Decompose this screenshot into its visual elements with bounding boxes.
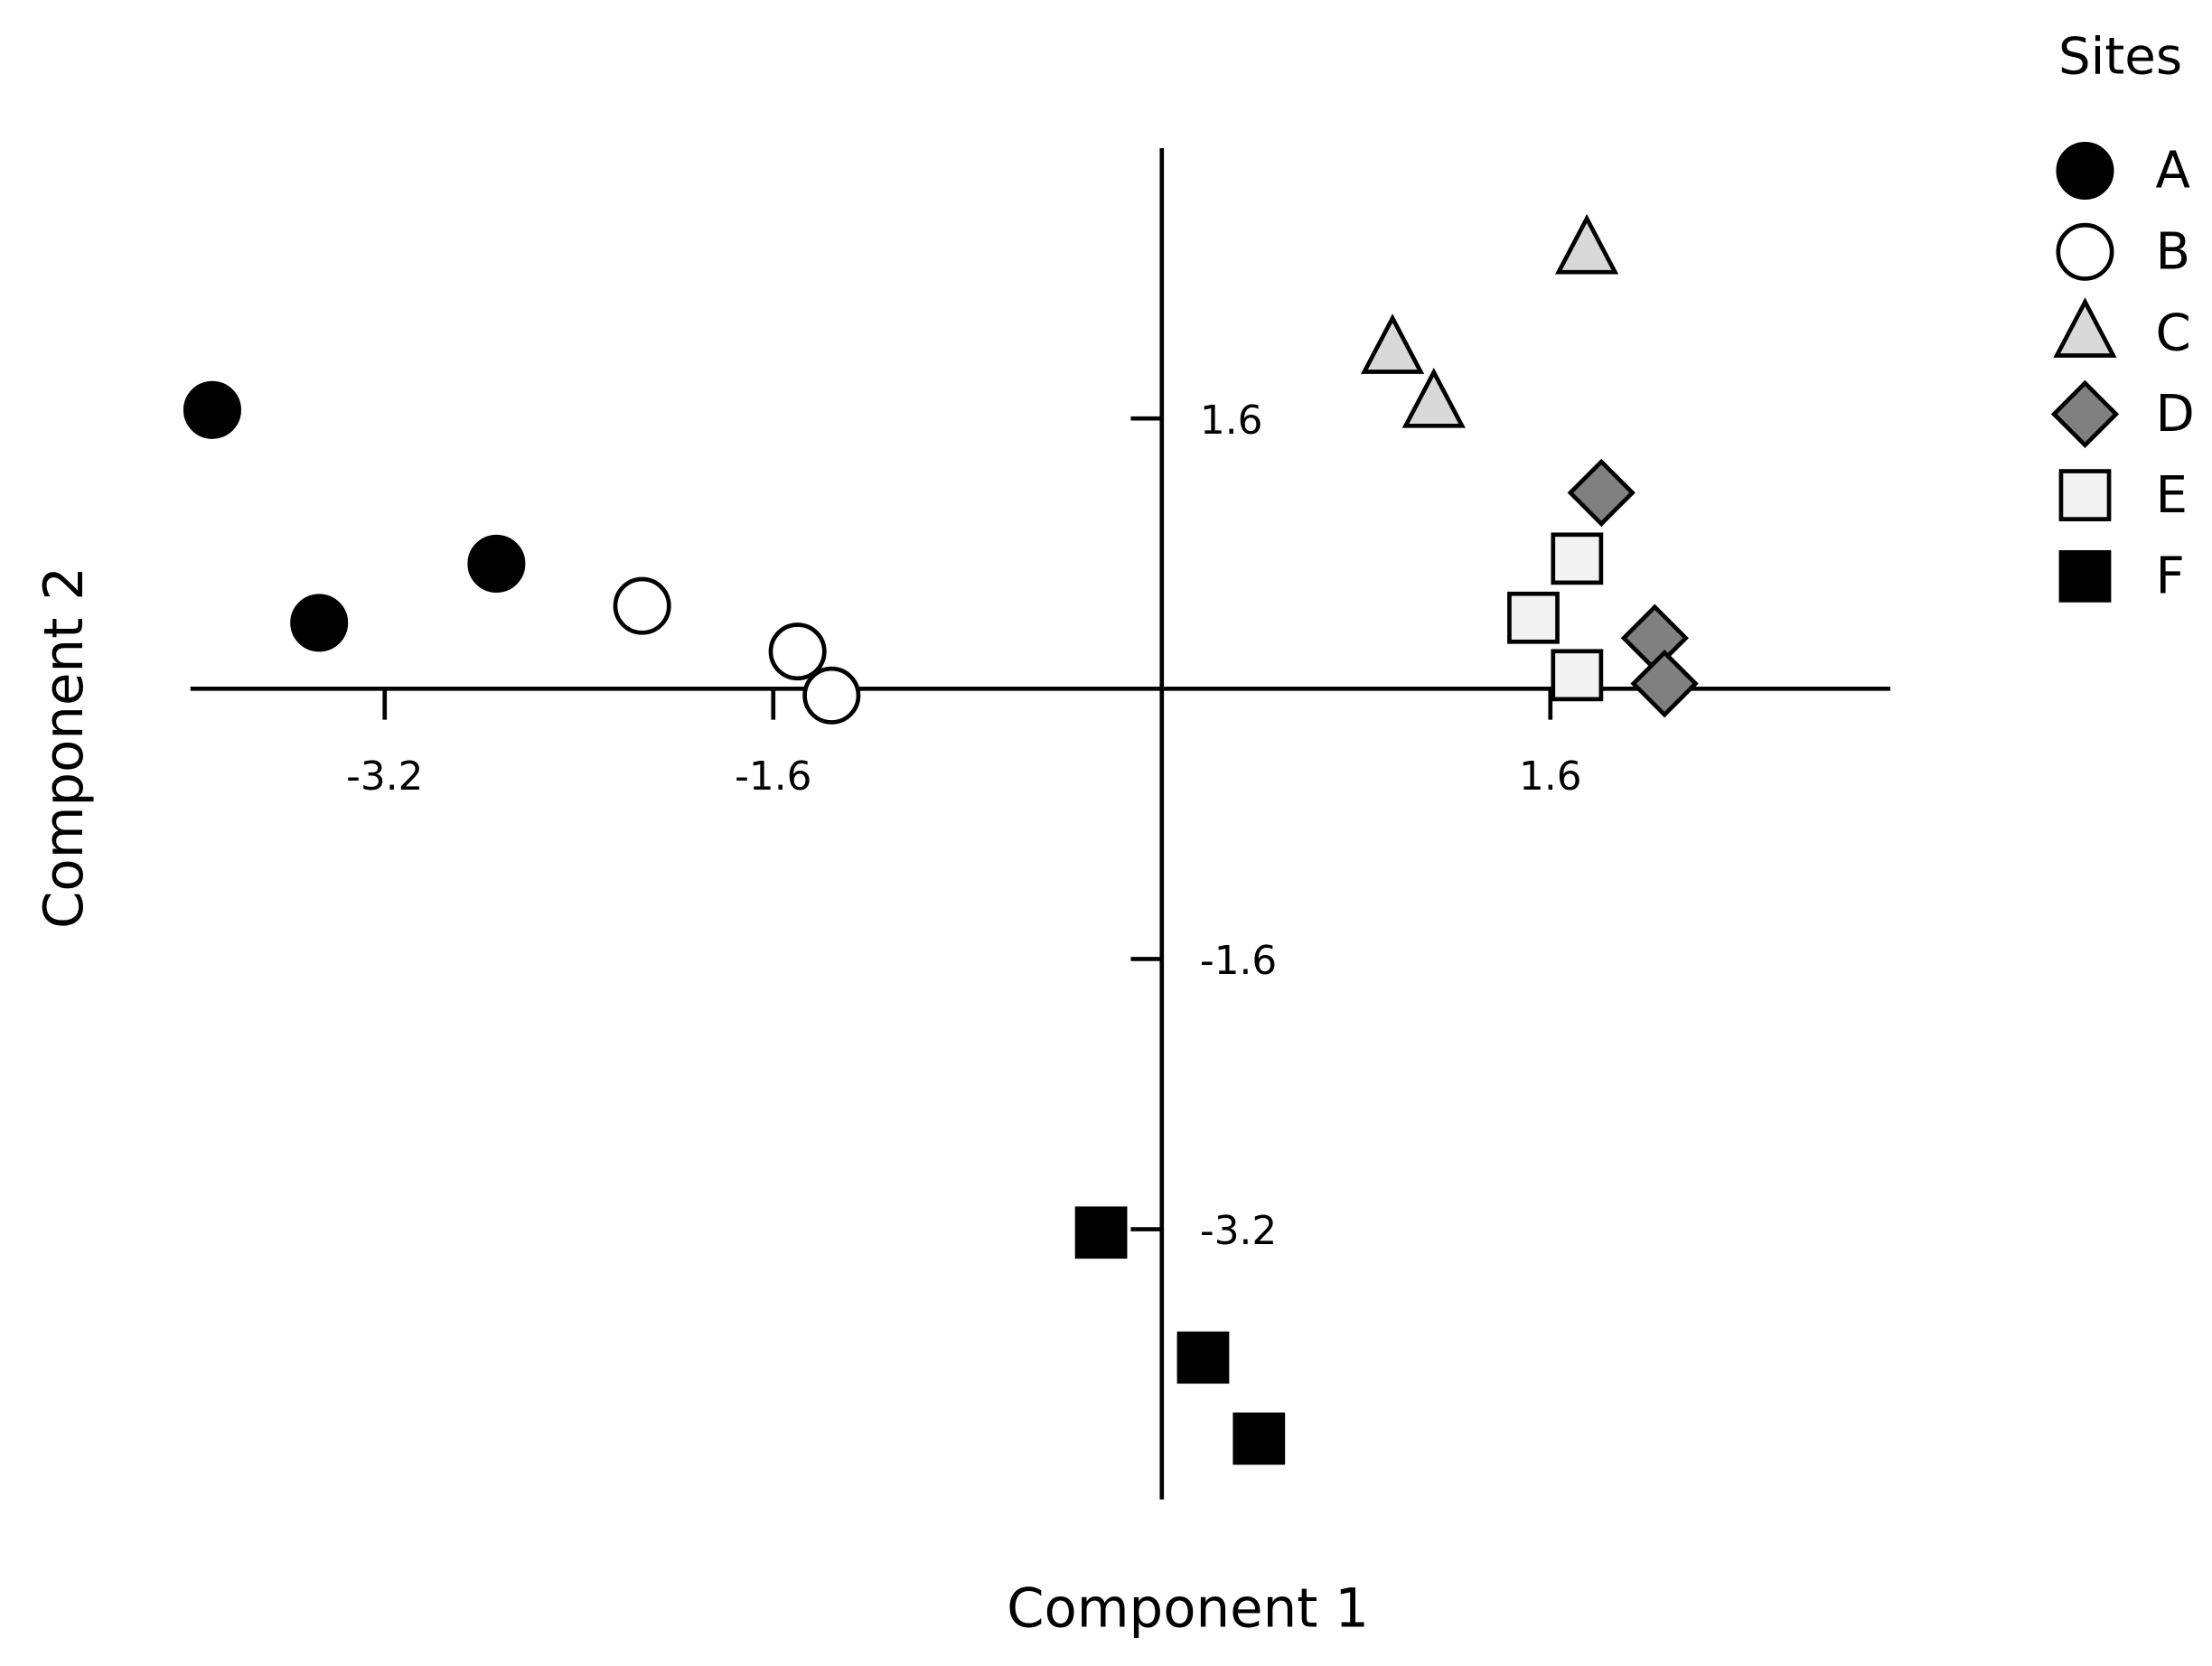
point — [467, 534, 526, 593]
point — [1074, 1206, 1128, 1259]
point — [1630, 650, 1699, 718]
legend-marker — [2058, 469, 2112, 521]
y-tick-label: 1.6 — [1200, 398, 1263, 444]
y-tick-label: -3.2 — [1200, 1208, 1277, 1254]
point — [802, 666, 861, 725]
legend-label: F — [2156, 548, 2185, 606]
point — [1554, 213, 1619, 275]
legend-marker — [2058, 549, 2112, 603]
legend-marker — [2056, 222, 2114, 281]
y-tick-label: -1.6 — [1200, 938, 1277, 984]
point — [1401, 367, 1466, 428]
legend-label: B — [2156, 223, 2191, 282]
point — [1507, 591, 1560, 644]
point — [1551, 532, 1604, 585]
y-axis-title: Component 2 — [33, 566, 95, 929]
legend-marker — [2056, 142, 2114, 201]
x-tick-label: 1.6 — [1519, 753, 1582, 800]
legend-label: D — [2156, 385, 2195, 444]
legend-marker — [2053, 297, 2117, 358]
point — [613, 576, 671, 635]
point — [1233, 1412, 1286, 1465]
x-axis-title: Component 1 — [1007, 1577, 1369, 1640]
legend-marker — [2050, 379, 2120, 448]
point — [1551, 649, 1604, 702]
point — [1567, 458, 1636, 528]
point — [290, 594, 349, 652]
point — [1176, 1331, 1230, 1384]
x-tick-label: -1.6 — [735, 753, 811, 800]
legend-title: Sites — [2058, 27, 2182, 86]
point — [183, 380, 241, 439]
x-tick-label: -3.2 — [346, 753, 423, 800]
legend-label: A — [2156, 142, 2190, 201]
point — [1360, 314, 1425, 374]
legend-label: C — [2156, 304, 2191, 362]
legend-label: E — [2156, 466, 2189, 525]
point — [768, 622, 827, 681]
